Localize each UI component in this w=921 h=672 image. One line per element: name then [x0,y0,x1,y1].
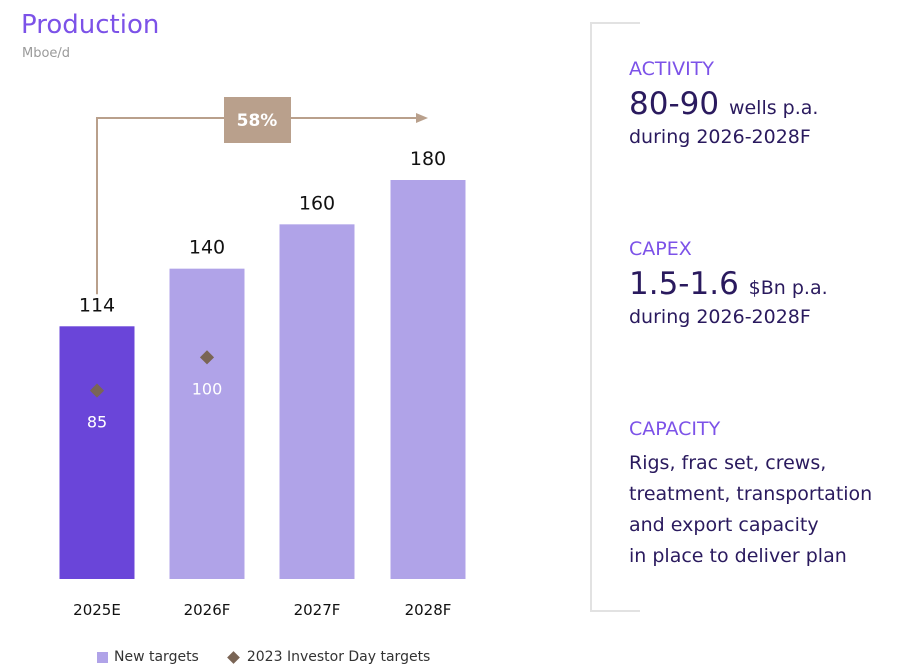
capacity-line: treatment, transportation [629,483,873,505]
capacity-header: CAPACITY [629,418,721,440]
legend-swatch-new-targets [97,651,108,663]
x-tick-label: 2027F [294,601,341,619]
growth-arrow-head [416,113,428,123]
legend-label-new-targets: New targets [114,649,199,665]
activity-value: 80-90 [629,86,720,122]
legend: New targets 2023 Investor Day targets [97,649,430,665]
bar-2025E [59,326,135,579]
capex-header: CAPEX [629,238,692,260]
investor-day-diamond [89,383,105,398]
capacity-line: and export capacity [629,514,819,536]
investor-day-value-label: 100 [192,379,223,398]
activity-period: during 2026-2028F [629,126,811,148]
capacity-block: CAPACITY Rigs, frac set, crews, treatmen… [629,418,872,572]
investor-day-diamond [199,350,215,365]
legend-label-investor-day: 2023 Investor Day targets [246,649,431,665]
capacity-line: Rigs, frac set, crews, [629,452,827,474]
bar-value-label: 114 [79,294,115,316]
growth-badge-label: 58% [237,111,278,131]
chart-unit: Mboe/d [22,46,71,61]
production-chart: 58% 114 2025E 85 140 2026F 100 160 2027F 180 2028F [59,97,466,619]
activity-block: ACTIVITY 80-90 wells p.a. during 2026-20… [629,58,818,153]
bar-value-label: 160 [299,192,335,214]
capex-unit: $Bn p.a. [748,277,828,299]
chart-title: Production [21,10,160,40]
bar-value-label: 140 [189,237,225,259]
bar-2027F [279,224,355,580]
activity-unit: wells p.a. [728,97,819,119]
side-panel-bracket [590,22,640,612]
legend-diamond-icon [226,650,240,664]
bar-2028F [390,180,466,579]
growth-arrow-line [96,117,418,295]
x-tick-label: 2028F [405,601,452,619]
growth-badge [224,97,291,143]
capex-block: CAPEX 1.5-1.6 $Bn p.a. during 2026-2028F [629,238,828,333]
capacity-line: in place to deliver plan [629,545,847,567]
investor-day-value-label: 85 [87,413,107,432]
activity-header: ACTIVITY [629,58,714,80]
capex-period: during 2026-2028F [629,306,811,328]
bar-value-label: 180 [410,148,446,170]
x-tick-label: 2025E [73,601,121,619]
x-tick-label: 2026F [184,601,231,619]
capex-value: 1.5-1.6 [629,266,739,302]
bar-2026F [169,268,245,579]
